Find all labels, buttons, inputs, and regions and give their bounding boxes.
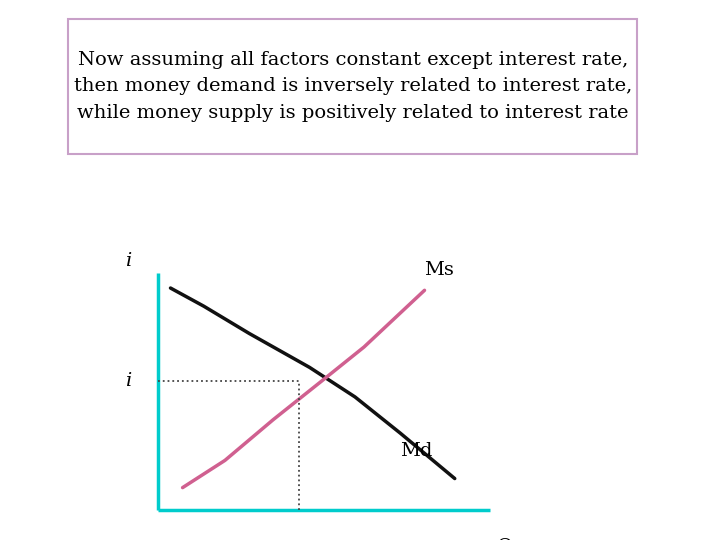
Text: i: i xyxy=(125,252,131,270)
FancyBboxPatch shape xyxy=(68,19,637,154)
Text: Ms: Ms xyxy=(425,261,454,279)
Text: Qm: Qm xyxy=(497,537,531,540)
Text: Now assuming all factors constant except interest rate,
then money demand is inv: Now assuming all factors constant except… xyxy=(73,51,632,122)
Text: Md: Md xyxy=(400,442,433,460)
Text: q: q xyxy=(293,537,305,540)
Text: i: i xyxy=(125,372,131,390)
